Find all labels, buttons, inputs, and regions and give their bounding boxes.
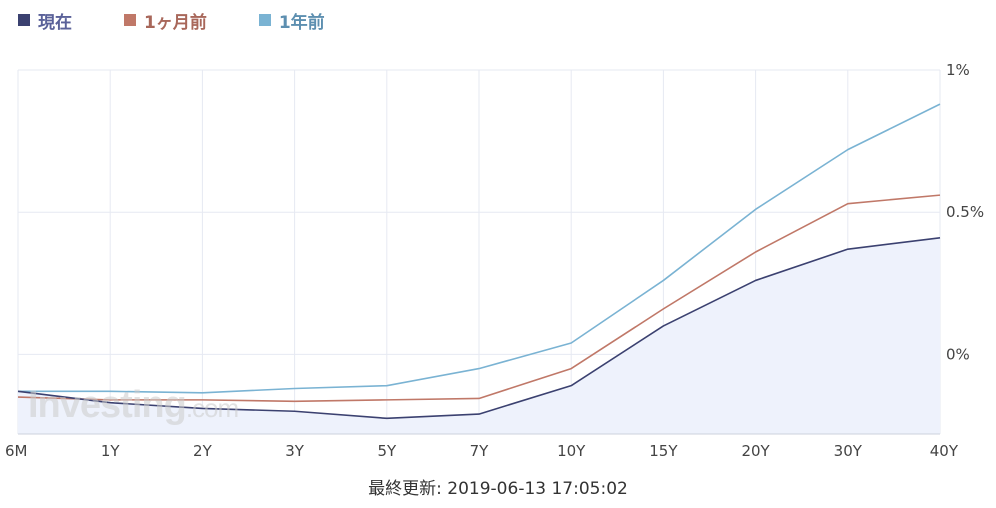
legend-swatch-current	[18, 14, 30, 26]
legend-label-1-month-ago: 1ヶ月前	[144, 12, 207, 33]
x-tick-label: 20Y	[741, 442, 770, 460]
legend: 現在 1ヶ月前 1年前	[18, 8, 377, 33]
x-tick-label: 6M	[5, 442, 28, 460]
x-tick-label: 15Y	[649, 442, 678, 460]
investing-watermark-logo: Investing.com	[28, 384, 239, 427]
x-tick-label: 10Y	[557, 442, 586, 460]
y-tick-label: 0%	[946, 345, 970, 363]
legend-item-current[interactable]: 現在	[18, 8, 72, 33]
legend-swatch-1-year-ago	[258, 14, 271, 26]
legend-label-1-year-ago: 1年前	[278, 12, 325, 33]
last-updated-label: 最終更新: 2019-06-13 17:05:02	[368, 479, 628, 499]
series-line	[17, 194, 941, 403]
legend-swatch-1-month-ago	[124, 14, 136, 26]
legend-item-1-year-ago[interactable]: 1年前	[258, 8, 325, 33]
x-tick-label: 7Y	[470, 442, 490, 460]
legend-label-current: 現在	[38, 12, 72, 33]
watermark-suffix-text: .com	[185, 393, 239, 423]
x-tick-label: 2Y	[193, 442, 213, 460]
series-line	[17, 236, 941, 420]
x-tick-label: 1Y	[101, 442, 121, 460]
legend-item-1-month-ago[interactable]: 1ヶ月前	[124, 8, 207, 33]
x-tick-label: 3Y	[285, 442, 305, 460]
x-tick-label: 30Y	[834, 442, 863, 460]
watermark-main-text: Investing	[28, 384, 187, 426]
y-tick-label: 0.5%	[946, 203, 984, 221]
x-tick-label: 40Y	[930, 442, 959, 460]
series-line	[18, 103, 941, 394]
current-series-area	[18, 237, 940, 434]
y-tick-label: 1%	[946, 61, 970, 79]
x-tick-label: 5Y	[377, 442, 397, 460]
